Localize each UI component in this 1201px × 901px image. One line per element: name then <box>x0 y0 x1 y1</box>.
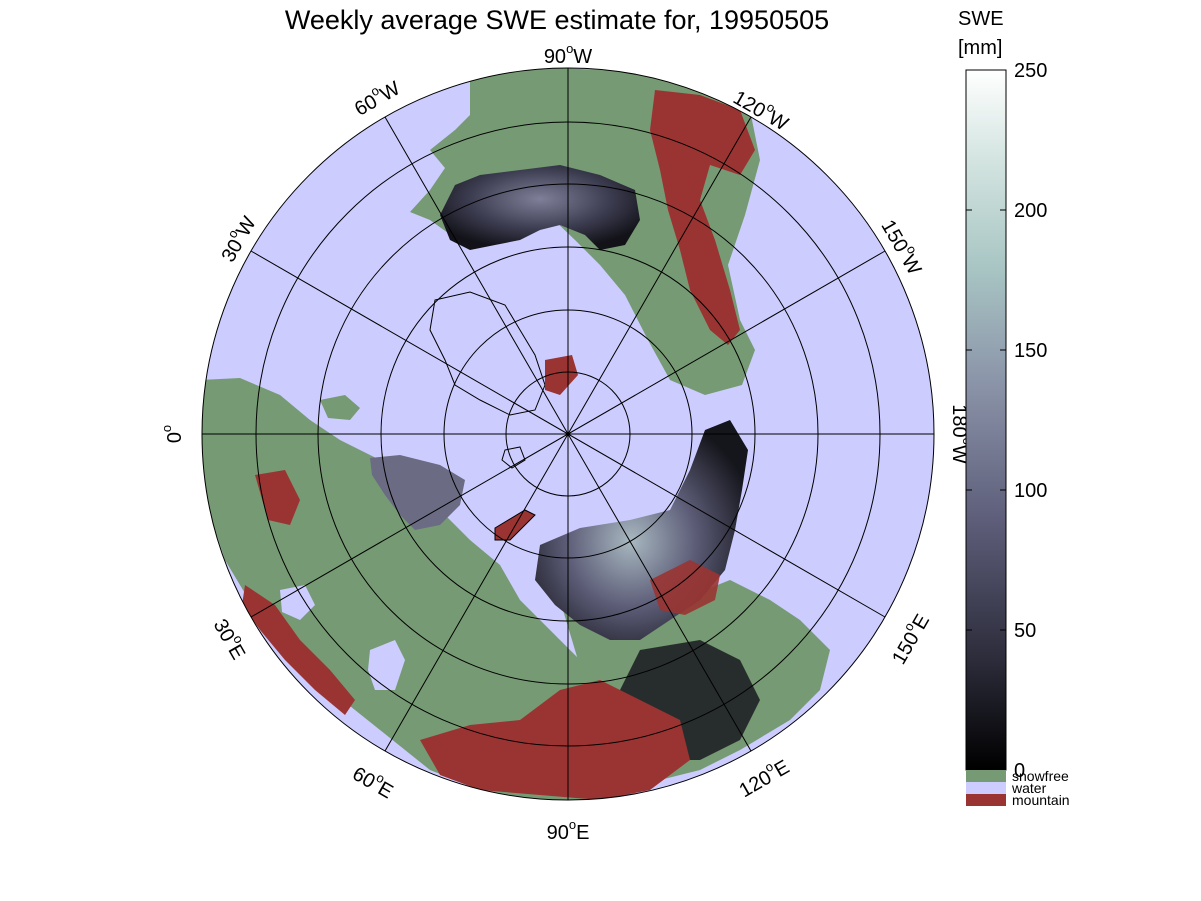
colorbar-tick-label: 250 <box>1014 60 1047 82</box>
colorbar-tick-label: 50 <box>1014 620 1036 642</box>
iceland <box>320 395 360 420</box>
central-asia-mountain <box>420 680 690 800</box>
land-layer <box>202 68 830 800</box>
legend-swatch-snowfree <box>966 770 1006 782</box>
lon-label-120e: 120oE <box>733 752 793 802</box>
legend-label-water: water <box>1011 780 1047 796</box>
iberia-mountain <box>255 470 300 525</box>
colorbar-tick-label: 100 <box>1014 480 1047 502</box>
polar-map: 90oW120oW150oW180oW150oE120oE90oE60oE30o… <box>159 41 974 844</box>
legend-label-snowfree: snowfree <box>1012 768 1069 784</box>
legend-label-mountain: mountain <box>1012 792 1070 808</box>
graticule <box>202 68 934 800</box>
colorbar-tick-label: 200 <box>1014 200 1047 222</box>
map-border <box>201 67 935 801</box>
legend-swatch-water <box>966 782 1006 794</box>
colorbar-tick-label: 0 <box>1014 760 1025 782</box>
colorbar-gradient <box>965 69 1007 771</box>
svalbard <box>501 446 526 469</box>
scandinavia-snow <box>370 455 465 530</box>
map-title: Weekly average SWE estimate for, 1995050… <box>285 5 829 35</box>
lon-label-30e: 30oE <box>208 613 253 664</box>
lon-label-90w: 90oW <box>544 41 592 68</box>
north-america-snow <box>440 165 640 250</box>
colorbar: SWE [mm] 0 50 100 150 200 250 snowfreewatermo… <box>958 8 1070 808</box>
colorbar-tick-label: 150 <box>1014 340 1047 362</box>
caspian-sea <box>368 640 405 690</box>
longitude-labels: 90oW120oW150oW180oW150oE120oE90oE60oE30o… <box>159 41 974 844</box>
siberia-mountain <box>650 560 720 615</box>
rockies-mountain <box>650 90 755 345</box>
lon-label-0: 0o <box>159 425 186 443</box>
colorbar-unit: [mm] <box>958 37 1002 59</box>
colorbar-title: SWE <box>958 8 1004 30</box>
black-sea <box>280 585 315 620</box>
colorbar-ticks: 0 50 100 150 200 250 <box>966 60 1047 782</box>
alps-mountain <box>242 585 355 715</box>
lon-label-150e: 150oE <box>884 608 934 668</box>
legend-swatch-mountain <box>966 794 1006 806</box>
lon-label-90e: 90oE <box>547 817 590 844</box>
europe-land <box>202 378 660 800</box>
lon-label-60e: 60oE <box>348 759 399 804</box>
greenland <box>429 291 546 416</box>
greenland-mountain <box>545 355 578 395</box>
